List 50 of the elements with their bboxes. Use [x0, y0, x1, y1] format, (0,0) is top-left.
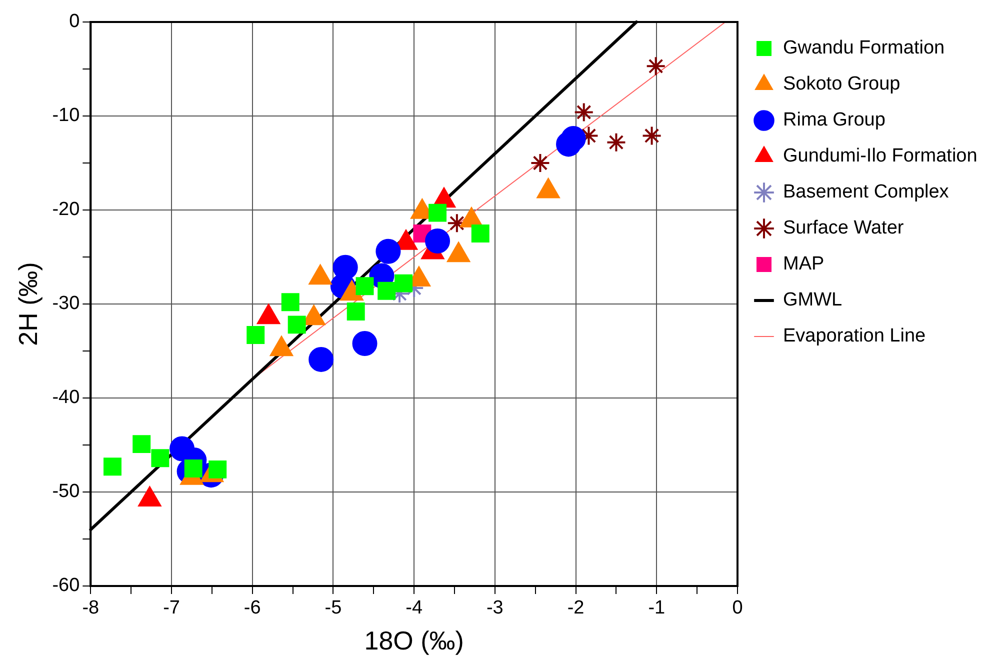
point [104, 458, 122, 476]
x-tick-label: 0 [732, 598, 743, 619]
legend-label: Surface Water [783, 218, 904, 239]
legend-label: Rima Group [783, 110, 886, 131]
legend-label: Gundumi-Ilo Formation [783, 146, 978, 167]
legend-label: GMWL [783, 290, 842, 311]
point [352, 330, 378, 356]
legend-label: Gwandu Formation [783, 38, 945, 59]
x-tick-label: -7 [163, 598, 180, 619]
point [378, 282, 396, 300]
legend-label: MAP [783, 254, 824, 275]
x-tick-label: -4 [406, 598, 423, 619]
x-axis-title: 18O (‰) [364, 626, 464, 656]
y-tick-label: -30 [52, 293, 80, 314]
point [574, 102, 594, 122]
point [471, 224, 490, 242]
legend-label: Basement Complex [783, 182, 950, 203]
x-tick-label: -3 [486, 598, 504, 619]
point [132, 435, 151, 454]
x-tick-label: -2 [567, 598, 584, 619]
x-tick-label: -1 [648, 598, 666, 619]
point [560, 126, 586, 152]
point [308, 346, 334, 372]
point [642, 126, 662, 146]
point [530, 153, 550, 173]
point [646, 56, 666, 76]
point [346, 302, 365, 321]
point [288, 316, 306, 334]
point [606, 132, 626, 152]
point [394, 274, 413, 292]
legend-label: Sokoto Group [783, 74, 900, 95]
point [356, 277, 374, 296]
point [184, 460, 202, 478]
point [376, 238, 401, 264]
point [425, 228, 450, 254]
y-tick-label: -40 [52, 387, 80, 408]
y-axis-title: 2H (‰) [12, 262, 43, 346]
point [428, 204, 447, 222]
y-tick-label: -60 [52, 575, 80, 596]
legend-label: Evaporation Line [783, 326, 926, 347]
y-tick-label: 0 [69, 11, 80, 32]
x-tick-label: -6 [244, 598, 261, 619]
y-tick-label: -50 [52, 481, 80, 502]
x-tick-label: -8 [82, 598, 100, 619]
point [281, 293, 300, 312]
y-tick-label: -10 [52, 105, 80, 126]
point [151, 449, 170, 468]
point [246, 326, 265, 344]
x-tick-label: -5 [324, 598, 342, 619]
y-tick-label: -20 [52, 199, 80, 220]
